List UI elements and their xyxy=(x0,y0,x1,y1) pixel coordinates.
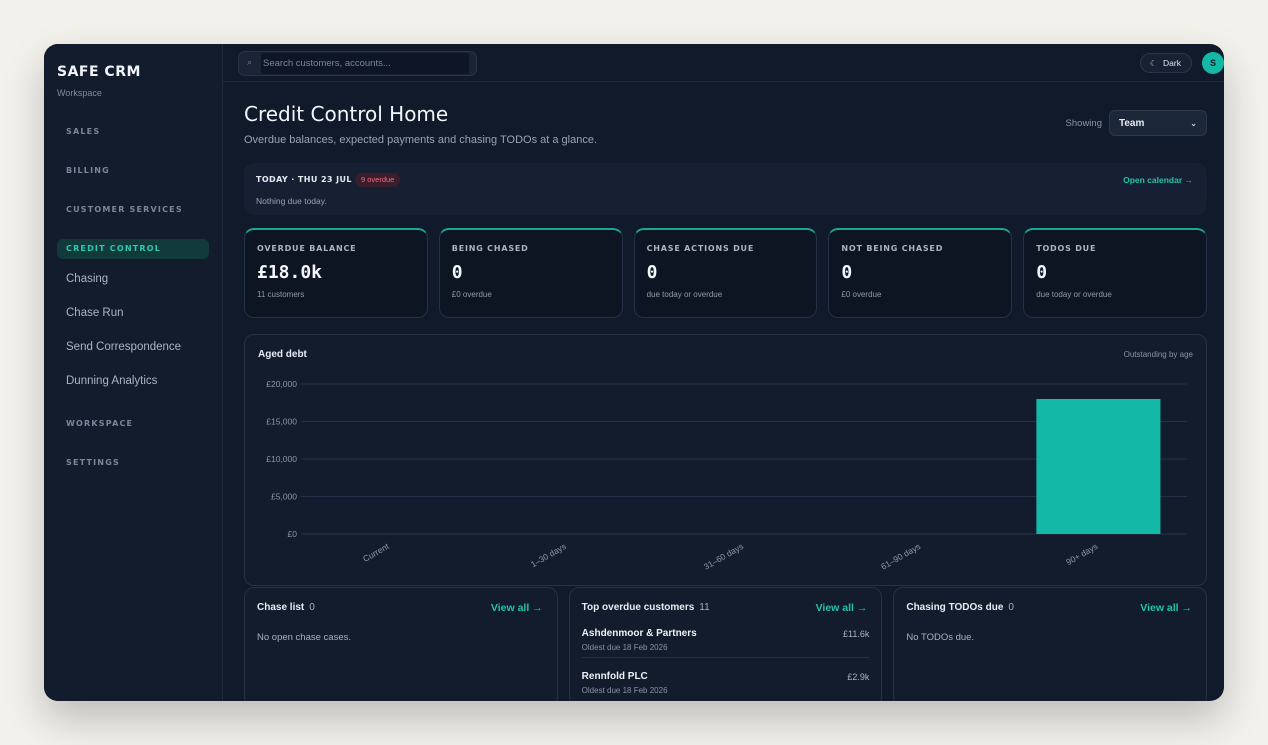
kpi-label: NOT BEING CHASED xyxy=(841,244,944,253)
kpi-sub: £0 overdue xyxy=(841,290,882,299)
chasing-todos-view-all-link[interactable]: View all → xyxy=(1140,602,1193,614)
y-tick-label: £0 xyxy=(288,529,298,539)
today-note: Nothing due today. xyxy=(256,196,327,206)
bar-4[interactable] xyxy=(1036,399,1161,534)
theme-toggle-label: Dark xyxy=(1163,58,1181,68)
nav-section-workspace[interactable]: WORKSPACE xyxy=(66,419,134,428)
kpi-card-overdue-balance[interactable]: OVERDUE BALANCE £18.0k 11 customers xyxy=(244,228,428,318)
top-overdue-card: Top overdue customers 11 View all → Ashde… xyxy=(568,587,883,701)
kpi-card-not-being-chased[interactable]: NOT BEING CHASED 0 £0 overdue xyxy=(828,228,1013,318)
brand-name: SAFE CRM xyxy=(57,64,141,80)
theme-toggle-button[interactable]: ☾ Dark xyxy=(1139,53,1192,73)
kpi-label: BEING CHASED xyxy=(451,244,529,253)
kpi-sub: £0 overdue xyxy=(451,290,492,299)
sidebar: SAFE CRM Workspace SALES BILLING CUSTOME… xyxy=(44,44,223,701)
list-item[interactable]: Rennfold PLC Oldest due 18 Feb 2026 £2.9… xyxy=(581,657,870,699)
nav-section-billing[interactable]: BILLING xyxy=(66,166,110,175)
today-panel: TODAY · THU 23 JUL 9 overdue Nothing due… xyxy=(244,163,1207,215)
chasing-todos-title: Chasing TODOs due 0 xyxy=(906,602,1194,613)
y-tick-label: £10,000 xyxy=(266,454,297,464)
sidebar-item-chasing[interactable]: Chasing xyxy=(66,273,109,285)
x-tick-label: 90+ days xyxy=(1064,541,1099,567)
chevron-down-icon: ⌄ xyxy=(1190,118,1197,128)
top-overdue-view-all-link[interactable]: View all → xyxy=(815,602,868,614)
scope-select[interactable]: Team ⌄ xyxy=(1109,110,1207,136)
sidebar-item-dunning-analytics[interactable]: Dunning Analytics xyxy=(66,375,158,387)
chart-subtitle: Outstanding by age xyxy=(1123,350,1193,359)
page-subtitle: Overdue balances, expected payments and … xyxy=(244,134,598,146)
kpi-sub: 11 customers xyxy=(257,290,305,299)
customer-amount: £2.9k xyxy=(847,672,870,682)
aged-debt-chart-card: £0 £5,000 £10,000 £15,000 £20,000 Current 1–30… xyxy=(244,334,1207,586)
nav-section-sales[interactable]: SALES xyxy=(66,127,101,136)
main-area: ⌕ ☾ Dark S Credit Control Home Overdue b… xyxy=(223,44,1224,701)
today-date-title: TODAY · THU 23 JUL xyxy=(256,175,352,184)
y-tick-label: £15,000 xyxy=(266,417,297,427)
y-tick-label: £20,000 xyxy=(266,379,297,389)
kpi-sub: due today or overdue xyxy=(646,290,723,299)
kpi-sub: due today or overdue xyxy=(1036,290,1112,299)
sidebar-item-chase-run[interactable]: Chase Run xyxy=(66,307,124,319)
customer-name: Ashdenmoor & Partners xyxy=(581,628,697,639)
top-overdue-title-text: Top overdue customers xyxy=(581,602,695,613)
search-field-wrapper xyxy=(261,53,469,74)
chase-list-view-all-link[interactable]: View all → xyxy=(490,602,543,614)
chase-list-title-text: Chase list xyxy=(257,602,305,613)
kpi-value: 0 xyxy=(646,262,658,283)
chase-list-title: Chase list 0 xyxy=(257,602,545,613)
y-tick-label: £5,000 xyxy=(271,492,297,502)
nav-section-credit-control[interactable]: CREDIT CONTROL xyxy=(57,239,209,259)
x-tick-label: 31–60 days xyxy=(702,541,745,572)
x-tick-label: 61–90 days xyxy=(879,541,922,572)
app-window: SAFE CRM Workspace SALES BILLING CUSTOME… xyxy=(44,44,1224,701)
chart-title: Aged debt xyxy=(258,349,307,360)
list-item[interactable]: Ashdenmoor & Partners Oldest due 18 Feb … xyxy=(582,615,870,657)
customer-oldest-due: Oldest due 18 Feb 2026 xyxy=(581,686,668,695)
top-overdue-count: 11 xyxy=(699,602,710,613)
x-tick-label: 1–30 days xyxy=(529,541,568,569)
scope-filter: Showing Team ⌄ xyxy=(1066,110,1207,136)
chasing-todos-title-text: Chasing TODOs due xyxy=(906,602,1004,613)
aged-debt-chart: £0 £5,000 £10,000 £15,000 £20,000 Current 1–30… xyxy=(266,379,1187,572)
kpi-value: £18.0k xyxy=(257,262,323,283)
user-avatar[interactable]: S xyxy=(1202,52,1224,74)
kpi-value: 0 xyxy=(1036,262,1048,283)
customer-amount: £11.6k xyxy=(842,629,870,639)
kpi-label: TODOS DUE xyxy=(1036,244,1097,253)
kpi-card-todos-due[interactable]: TODOS DUE 0 due today or overdue xyxy=(1023,228,1207,318)
chasing-todos-count: 0 xyxy=(1008,602,1014,613)
search-box[interactable]: ⌕ xyxy=(238,51,477,76)
open-calendar-link[interactable]: Open calendar → xyxy=(1123,175,1193,185)
brand-workspace-label: Workspace xyxy=(57,88,102,98)
search-icon: ⌕ xyxy=(247,57,253,67)
nav-section-customer-services[interactable]: CUSTOMER SERVICES xyxy=(66,205,183,214)
sidebar-item-send-correspondence[interactable]: Send Correspondence xyxy=(66,341,182,353)
chasing-todos-card: Chasing TODOs due 0 View all → No TODOs d… xyxy=(893,587,1208,701)
top-bar: ⌕ ☾ Dark S xyxy=(223,44,1224,82)
overdue-badge: 9 overdue xyxy=(355,173,401,187)
nav-section-settings[interactable]: SETTINGS xyxy=(66,458,120,467)
kpi-value: 0 xyxy=(451,262,463,283)
kpi-card-chase-actions-due[interactable]: CHASE ACTIONS DUE 0 due today or overdue xyxy=(633,228,818,318)
scope-select-value: Team xyxy=(1119,117,1145,129)
top-overdue-title: Top overdue customers 11 xyxy=(582,602,870,613)
scope-filter-label: Showing xyxy=(1065,117,1102,129)
chase-list-count: 0 xyxy=(309,602,315,613)
kpi-row: OVERDUE BALANCE £18.0k 11 customers BEIN… xyxy=(244,228,1207,318)
page-content: Credit Control Home Overdue balances, ex… xyxy=(244,82,1208,701)
kpi-label: CHASE ACTIONS DUE xyxy=(646,244,755,253)
page-title: Credit Control Home xyxy=(244,102,449,126)
kpi-value: 0 xyxy=(841,262,853,283)
bottom-panels: Chase list 0 View all → No open chase cas… xyxy=(244,587,1208,701)
chasing-todos-empty-state: No TODOs due. xyxy=(906,632,975,643)
x-tick-label: Current xyxy=(361,541,391,564)
chase-list-empty-state: No open chase cases. xyxy=(257,632,352,643)
kpi-card-being-chased[interactable]: BEING CHASED 0 £0 overdue xyxy=(438,228,623,318)
moon-icon: ☾ xyxy=(1149,58,1158,68)
search-input[interactable] xyxy=(261,53,469,74)
customer-name: Rennfold PLC xyxy=(581,671,648,682)
kpi-label: OVERDUE BALANCE xyxy=(257,244,357,253)
chase-list-card: Chase list 0 View all → No open chase cas… xyxy=(244,587,558,701)
customer-oldest-due: Oldest due 18 Feb 2026 xyxy=(581,643,668,652)
